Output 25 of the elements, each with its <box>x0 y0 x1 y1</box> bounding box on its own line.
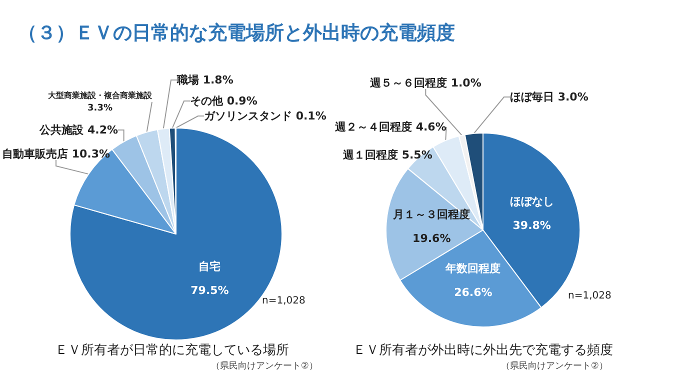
slice-label: 月１～３回程度 <box>392 208 470 221</box>
text: （県民向けアンケート②） <box>500 360 608 372</box>
data-label: 19.6% <box>412 232 451 245</box>
data-label: 79.5% <box>190 284 229 298</box>
slice-label: 職場 1.8% <box>176 74 234 86</box>
data-label: 3.3% <box>88 104 112 114</box>
data-label: 26.6% <box>454 286 492 300</box>
slice-label: ガソリンスタンド 0.1% <box>204 110 326 122</box>
data-label: 39.8% <box>512 219 551 232</box>
slice-label: 週５～６回程度 1.0% <box>369 76 482 90</box>
text: ＥＶ所有者が日常的に充電している場所 <box>55 343 289 358</box>
text: （３）ＥＶの日常的な充電場所と外出時の充電頻度 <box>18 21 455 46</box>
slice-label: 自宅 <box>198 260 221 274</box>
slice-label: その他 0.9% <box>190 94 258 108</box>
slice-label: 大型商業施設・複合商業施設 <box>48 90 153 100</box>
text: ＥＶ所有者が外出時に外出先で充電する頻度 <box>353 342 613 358</box>
slice-label: 公共施設 4.2% <box>38 124 118 136</box>
slice-label: 週１回程度 5.5% <box>342 148 432 162</box>
slice-label: ほぼなし <box>510 195 554 208</box>
slice-label: 週２～４回程度 4.6% <box>334 120 446 134</box>
text: n=1,028 <box>262 296 306 306</box>
text: （県民向けアンケート②） <box>210 360 318 372</box>
slice-label: 年数回程度 <box>444 262 501 276</box>
text: n=1,028 <box>568 290 612 302</box>
slice-label: ほぼ毎日 3.0% <box>510 90 588 104</box>
